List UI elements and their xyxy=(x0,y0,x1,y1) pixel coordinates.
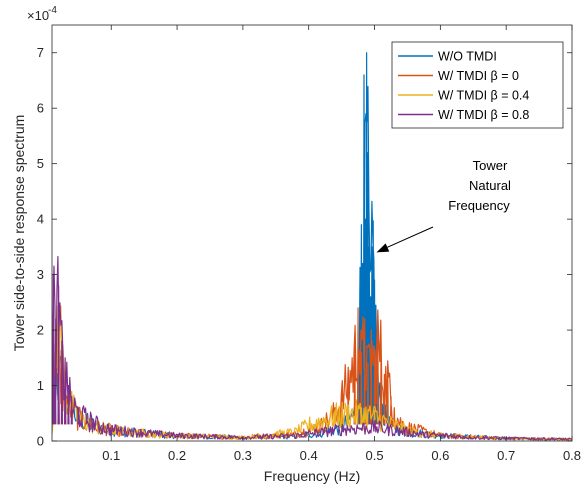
annotation-arrow-head xyxy=(376,243,390,253)
legend-items: W/O TMDI W/ TMDI β = 0 W/ TMDI β = 0.4 W/ T… xyxy=(398,50,529,122)
x-tick-label: 0.7 xyxy=(497,448,515,463)
annotation-arrow xyxy=(382,226,434,250)
y-tick-label: 0 xyxy=(37,434,44,449)
series-layer xyxy=(52,52,572,441)
y-tick-label: 3 xyxy=(37,267,44,282)
ticks-layer: 0.1 0.2 0.3 0.4 0.5 0.6 0.7 0.8 0 1 2 3 4 5 6 7 xyxy=(37,25,581,463)
annotation-line-2: Natural xyxy=(469,178,511,193)
plot-frame xyxy=(51,24,573,442)
y-axis-label: Tower side-to-side response spectrum xyxy=(11,115,27,352)
x-tick-label: 0.3 xyxy=(234,448,252,463)
legend-label: W/ TMDI β = 0.4 xyxy=(438,89,529,103)
y-tick-label: 7 xyxy=(37,45,44,60)
y-exponent-power: -4 xyxy=(48,5,57,16)
y-exponent-base: ×10 xyxy=(27,8,49,23)
x-tick-label: 0.2 xyxy=(168,448,186,463)
annotation-line-3: Frequency xyxy=(448,198,510,213)
legend-label: W/ TMDI β = 0.8 xyxy=(438,108,529,122)
y-tick-label: 1 xyxy=(37,378,44,393)
x-tick-label: 0.4 xyxy=(300,448,318,463)
legend: W/O TMDI W/ TMDI β = 0 W/ TMDI β = 0.4 W/ T… xyxy=(391,41,564,129)
y-tick-label: 2 xyxy=(37,323,44,338)
x-tick-label: 0.6 xyxy=(431,448,449,463)
x-tick-label: 0.5 xyxy=(365,448,383,463)
legend-label: W/ TMDI β = 0 xyxy=(438,69,519,83)
x-axis-label: Frequency (Hz) xyxy=(264,468,360,484)
x-tick-label: 0.8 xyxy=(563,448,581,463)
y-tick-label: 4 xyxy=(37,212,44,227)
legend-label: W/O TMDI xyxy=(438,50,497,64)
annotation: Tower Natural Frequency xyxy=(376,158,511,253)
y-tick-label: 6 xyxy=(37,101,44,116)
x-tick-label: 0.1 xyxy=(102,448,120,463)
annotation-line-1: Tower xyxy=(473,158,508,173)
y-tick-label: 5 xyxy=(37,156,44,171)
